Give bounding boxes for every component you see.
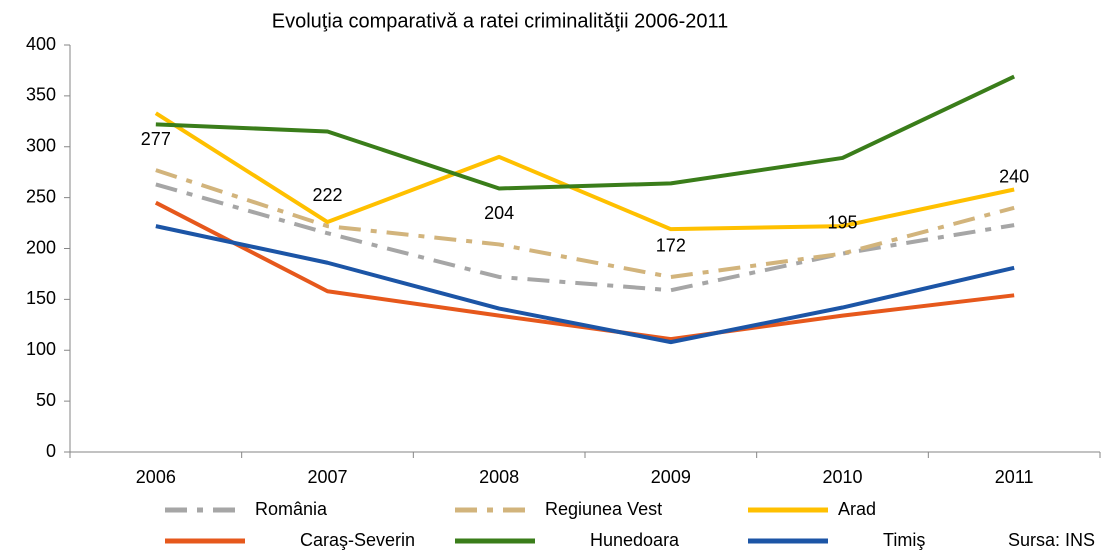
legend-label: Timiş [883,530,925,550]
x-tick-label: 2011 [995,467,1034,487]
legend-label: Arad [838,499,876,519]
legend-label: Regiunea Vest [545,499,662,519]
legend-label: Caraş-Severin [300,530,415,550]
y-tick-label: 200 [26,237,56,257]
series-line [154,200,1015,342]
series-line [155,74,1016,191]
y-tick-label: 300 [26,136,56,156]
y-tick-label: 0 [46,441,56,461]
data-label: 195 [827,212,857,232]
annotation: Sursa: INS [1008,530,1095,550]
data-label: 240 [999,167,1029,187]
series-line [155,224,1015,345]
legend-label: Hunedoara [590,530,680,550]
y-tick-label: 150 [26,288,56,308]
series-line [155,168,1015,279]
x-tick-label: 2007 [307,467,347,487]
series-line [154,111,1015,232]
y-tick-label: 100 [26,339,56,359]
data-label: 204 [484,203,514,223]
y-tick-label: 350 [26,85,56,105]
y-tick-label: 250 [26,186,56,206]
x-tick-label: 2010 [822,467,862,487]
legend-label: România [255,499,328,519]
y-tick-label: 50 [36,390,56,410]
x-tick-label: 2008 [479,467,519,487]
x-tick-label: 2006 [136,467,176,487]
x-tick-label: 2009 [651,467,691,487]
y-tick-label: 400 [26,34,56,54]
data-label: 172 [656,236,686,256]
data-label: 277 [141,129,171,149]
series-line [155,182,1015,293]
data-label: 222 [312,185,342,205]
chart-title: Evoluţia comparativă a ratei criminalită… [272,10,729,32]
